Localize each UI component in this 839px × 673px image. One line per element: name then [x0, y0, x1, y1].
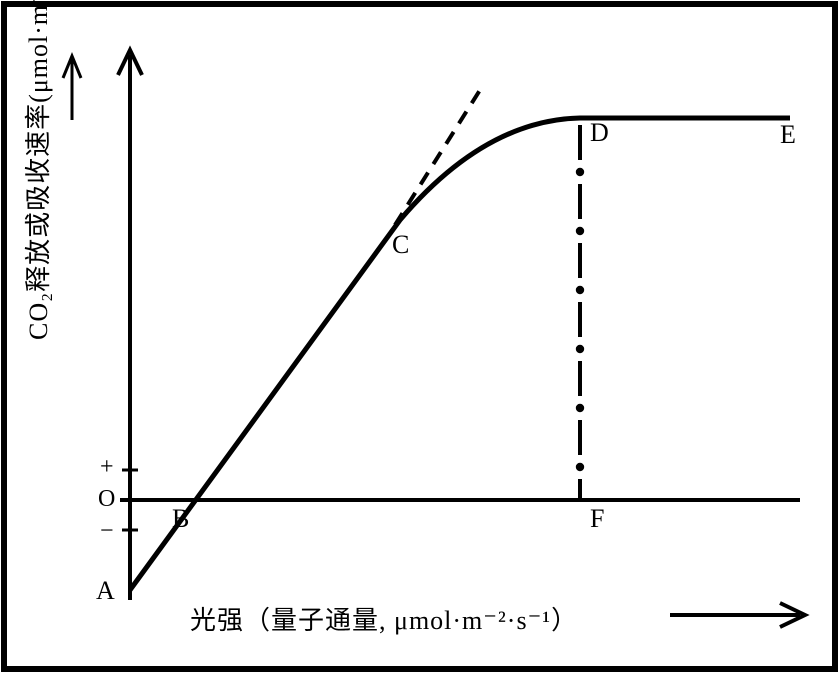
tick-label-plus: +	[100, 454, 114, 481]
light-response-chart: CO₂释放或吸收速率(μmol·m⁻²·s⁻¹) 光强（量子通量, μmol·m…	[0, 0, 839, 673]
chart-svg	[0, 0, 839, 673]
x-axis-label-text: 光强（量子通量, μmol·m⁻²·s⁻¹）	[190, 606, 578, 635]
point-label-d: D	[590, 118, 609, 148]
point-label-a: A	[96, 576, 115, 606]
tick-label-origin: O	[98, 486, 115, 513]
point-label-b: B	[172, 504, 189, 534]
tick-label-minus: −	[100, 518, 114, 545]
x-axis-label: 光强（量子通量, μmol·m⁻²·s⁻¹）	[190, 600, 578, 637]
response-curve	[130, 118, 790, 590]
point-label-c: C	[392, 230, 409, 260]
vertical-dashdot	[578, 125, 582, 500]
point-label-f: F	[590, 504, 604, 534]
y-axis-label-text: CO₂释放或吸收速率(μmol·m⁻²·s⁻¹)	[24, 0, 53, 340]
point-label-e: E	[780, 120, 796, 150]
y-axis-label: CO₂释放或吸收速率(μmol·m⁻²·s⁻¹)	[18, 0, 55, 340]
